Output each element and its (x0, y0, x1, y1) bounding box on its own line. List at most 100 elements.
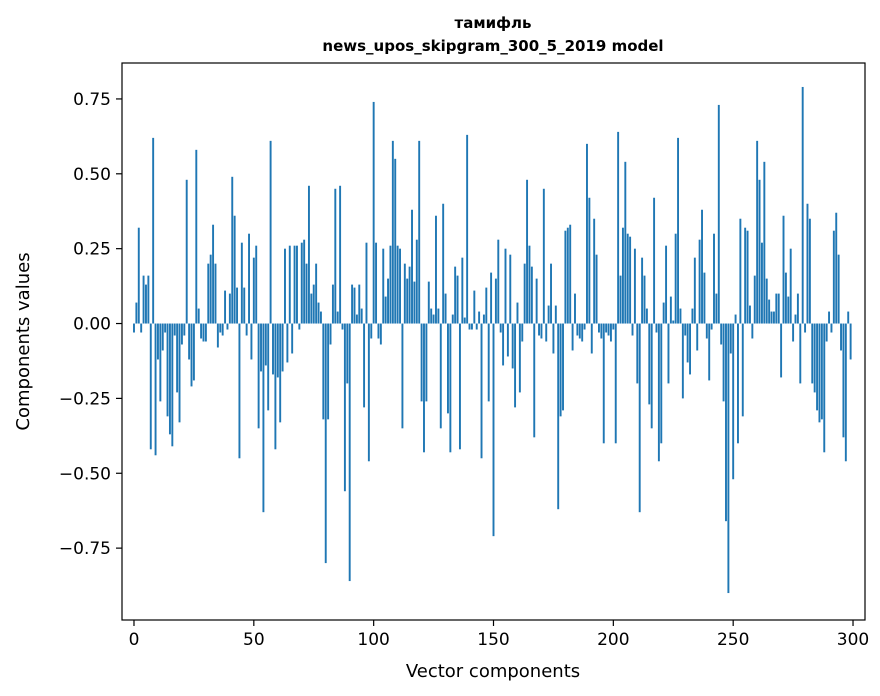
bar (382, 248, 385, 324)
bar (571, 323, 574, 351)
bar (593, 218, 596, 324)
bar (777, 293, 780, 324)
bar (595, 254, 598, 324)
bar (794, 314, 797, 324)
bar (384, 296, 387, 324)
bar (557, 323, 560, 510)
bar (614, 323, 617, 444)
bar (569, 224, 572, 324)
bar (751, 323, 754, 339)
x-tick-label: 200 (597, 630, 629, 650)
bar (363, 323, 366, 408)
bar (219, 323, 222, 333)
bar (528, 245, 531, 324)
bar (279, 323, 282, 423)
y-axis-ticks: −0.75 −0.50 −0.25 0.00 0.25 0.50 0.75 (59, 90, 122, 559)
bar (787, 296, 790, 324)
bar (576, 323, 579, 336)
bar (835, 212, 838, 324)
bar (303, 239, 306, 324)
bar (336, 311, 339, 324)
bar (796, 293, 799, 324)
bar (494, 278, 497, 324)
bar (643, 275, 646, 324)
y-tick-label: 0.50 (73, 165, 111, 185)
bar (147, 275, 150, 324)
bar (526, 179, 529, 324)
bar (763, 161, 766, 324)
bar (600, 323, 603, 339)
bar (372, 101, 375, 324)
bar (753, 275, 756, 324)
bar (552, 323, 555, 354)
bar (250, 323, 253, 360)
bar (430, 308, 433, 324)
bar (284, 248, 286, 324)
bar (660, 323, 663, 444)
bar (739, 218, 742, 324)
bar (727, 323, 730, 594)
bar (665, 245, 668, 324)
bar (255, 245, 258, 324)
bar (257, 323, 260, 429)
bar (159, 323, 162, 402)
bar (677, 137, 680, 324)
bar (176, 323, 179, 393)
bar (358, 284, 361, 324)
bar (180, 323, 183, 345)
bar (523, 263, 526, 324)
bar (684, 323, 687, 336)
bar (168, 323, 171, 435)
bar (737, 323, 739, 444)
bar (348, 323, 351, 582)
bar (590, 323, 593, 354)
bar (545, 323, 548, 342)
bar (305, 263, 308, 324)
bar (538, 323, 540, 336)
bar (564, 230, 567, 324)
bar (521, 323, 524, 342)
bar (703, 272, 706, 324)
bar (828, 311, 831, 324)
bar (391, 140, 394, 324)
bar (480, 323, 483, 459)
bar (415, 239, 418, 324)
bar (629, 236, 632, 324)
bar (609, 323, 612, 342)
bar (442, 203, 445, 324)
bar (792, 323, 795, 342)
bar (772, 311, 775, 324)
y-tick-label: 0.00 (73, 315, 111, 335)
bar (312, 284, 315, 324)
bar (504, 248, 507, 324)
bar (238, 323, 241, 459)
bar (454, 266, 457, 324)
bar (341, 323, 344, 330)
bar (346, 323, 349, 384)
bar (288, 245, 291, 324)
x-tick-label: 100 (357, 630, 389, 650)
bar (432, 314, 435, 324)
bar (262, 323, 265, 513)
bar (286, 323, 289, 363)
bar (696, 323, 699, 351)
bar (468, 323, 471, 330)
bar (463, 317, 466, 324)
bar (449, 323, 452, 453)
bar (190, 323, 193, 387)
bar (487, 323, 490, 402)
bar (478, 311, 481, 324)
bar (360, 308, 363, 324)
bar (547, 305, 550, 324)
bar (823, 323, 826, 453)
chart-title: тамифль (455, 14, 532, 32)
bar (535, 278, 538, 324)
bar (749, 305, 751, 324)
bar (427, 281, 430, 324)
y-axis-title: Components values (13, 252, 34, 430)
bar (298, 323, 301, 330)
bar (789, 248, 792, 324)
bar (334, 188, 337, 324)
bar (379, 323, 382, 345)
